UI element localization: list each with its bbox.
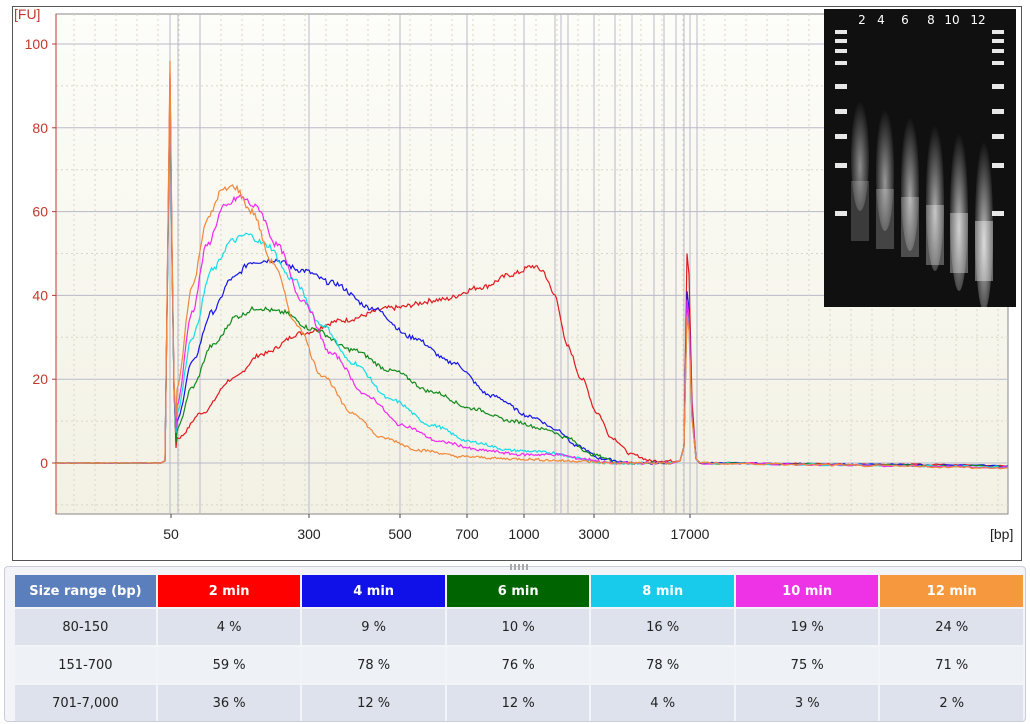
y-tick-label: 0 bbox=[40, 455, 48, 471]
series-layer bbox=[56, 60, 1008, 470]
y-ticks: 0 20 40 60 80 100 bbox=[25, 36, 56, 471]
y-tick-label: 100 bbox=[25, 36, 49, 52]
ladder-band bbox=[835, 61, 847, 65]
gel-lane-label: 6 bbox=[901, 13, 909, 27]
table-row: 151-700 59 % 78 % 76 % 78 % 75 % 71 % bbox=[15, 647, 1023, 683]
y-tick-label: 20 bbox=[32, 371, 48, 387]
axes: [FU] [bp] bbox=[14, 6, 1013, 542]
x-tick-label: 17000 bbox=[671, 526, 710, 542]
cell-10-min: 3 % bbox=[735, 685, 879, 721]
cell-12-min: 24 % bbox=[880, 609, 1023, 645]
header-12-min: 12 min bbox=[880, 575, 1023, 607]
cell-8-min: 16 % bbox=[591, 609, 734, 645]
gel-lane-smear bbox=[876, 109, 894, 231]
table-row: 80-150 4 % 9 % 10 % 16 % 19 % 24 % bbox=[15, 609, 1023, 645]
gel-lane-smear bbox=[901, 117, 919, 251]
gel-lane-band bbox=[975, 221, 993, 281]
gel-lane-smear bbox=[975, 141, 993, 311]
x-tick-label: 50 bbox=[163, 526, 179, 542]
x-tick-label: 1000 bbox=[508, 526, 539, 542]
cell-8-min: 78 % bbox=[591, 647, 734, 683]
cell-4-min: 78 % bbox=[302, 647, 445, 683]
size-distribution-panel: Size range (bp) 2 min 4 min 6 min 8 min … bbox=[4, 564, 1026, 723]
gel-lane-label: 12 bbox=[970, 13, 985, 27]
cell-size-range: 701-7,000 bbox=[15, 685, 156, 721]
gel-lane-band bbox=[876, 189, 894, 249]
header-2-min: 2 min bbox=[157, 575, 301, 607]
cell-6-min: 10 % bbox=[446, 609, 590, 645]
ladder-band bbox=[992, 84, 1004, 89]
cell-6-min: 76 % bbox=[446, 647, 590, 683]
cell-12-min: 71 % bbox=[880, 647, 1023, 683]
gel-lane-band bbox=[901, 197, 919, 257]
gel-lane-smear bbox=[950, 133, 968, 291]
cell-10-min: 19 % bbox=[735, 609, 879, 645]
x-axis-label: [bp] bbox=[990, 526, 1013, 542]
size-distribution-table: Size range (bp) 2 min 4 min 6 min 8 min … bbox=[13, 573, 1025, 723]
ladder-band bbox=[992, 109, 1004, 114]
gel-inset: 2 4 6 8 10 12 bbox=[824, 9, 1016, 311]
cell-4-min: 9 % bbox=[302, 609, 445, 645]
electropherogram-chart: [FU] [bp] 0 20 40 60 80 100 50 300 500 700 1000 30… bbox=[14, 6, 1016, 542]
panel-resize-handle[interactable] bbox=[510, 564, 530, 570]
ladder-band bbox=[992, 163, 1004, 168]
cell-12-min: 2 % bbox=[880, 685, 1023, 721]
ladder-band bbox=[835, 163, 847, 168]
cell-2-min: 59 % bbox=[157, 647, 301, 683]
header-4-min: 4 min bbox=[302, 575, 445, 607]
header-6-min: 6 min bbox=[446, 575, 590, 607]
gel-lane-label: 4 bbox=[877, 13, 885, 27]
cell-size-range: 151-700 bbox=[15, 647, 156, 683]
cell-6-min: 12 % bbox=[446, 685, 590, 721]
ladder-band bbox=[992, 61, 1004, 65]
ladder-band bbox=[835, 134, 847, 139]
gel-lane-band bbox=[926, 205, 944, 265]
y-tick-label: 80 bbox=[32, 120, 48, 136]
gel-lane-smear bbox=[926, 125, 944, 271]
cell-8-min: 4 % bbox=[591, 685, 734, 721]
cell-10-min: 75 % bbox=[735, 647, 879, 683]
ladder-band bbox=[992, 39, 1004, 43]
gel-lane-band bbox=[950, 213, 968, 273]
table-header-row: Size range (bp) 2 min 4 min 6 min 8 min … bbox=[15, 575, 1023, 607]
gel-lane-label: 10 bbox=[944, 13, 959, 27]
y-axis-label: [FU] bbox=[14, 6, 40, 22]
table-row: 701-7,000 36 % 12 % 12 % 4 % 3 % 2 % bbox=[15, 685, 1023, 721]
x-ticks: 50 300 500 700 1000 3000 17000 bbox=[163, 514, 710, 542]
y-tick-label: 60 bbox=[32, 204, 48, 220]
header-8-min: 8 min bbox=[591, 575, 734, 607]
ladder-band bbox=[992, 211, 1004, 216]
series-line-10-min bbox=[56, 73, 1008, 469]
x-tick-label: 500 bbox=[388, 526, 412, 542]
gel-lane-label: 8 bbox=[927, 13, 935, 27]
x-tick-label: 300 bbox=[297, 526, 321, 542]
gel-lane-smear bbox=[851, 101, 869, 211]
ladder-band bbox=[835, 49, 847, 53]
x-tick-label: 700 bbox=[455, 526, 479, 542]
header-10-min: 10 min bbox=[735, 575, 879, 607]
cell-size-range: 80-150 bbox=[15, 609, 156, 645]
y-tick-label: 40 bbox=[32, 287, 48, 303]
ladder-band bbox=[992, 30, 1004, 34]
header-size-range: Size range (bp) bbox=[15, 575, 156, 607]
ladder-band bbox=[835, 84, 847, 89]
ladder-band bbox=[835, 109, 847, 114]
gel-lane-band bbox=[851, 181, 869, 241]
ladder-band bbox=[992, 49, 1004, 53]
cell-4-min: 12 % bbox=[302, 685, 445, 721]
cell-2-min: 4 % bbox=[157, 609, 301, 645]
cell-2-min: 36 % bbox=[157, 685, 301, 721]
ladder-band bbox=[835, 30, 847, 34]
gel-lane-label: 2 bbox=[858, 13, 866, 27]
ladder-band bbox=[835, 211, 847, 216]
ladder-band bbox=[992, 134, 1004, 139]
series-line-12-min bbox=[56, 60, 1008, 470]
ladder-band bbox=[835, 39, 847, 43]
x-tick-label: 3000 bbox=[578, 526, 609, 542]
